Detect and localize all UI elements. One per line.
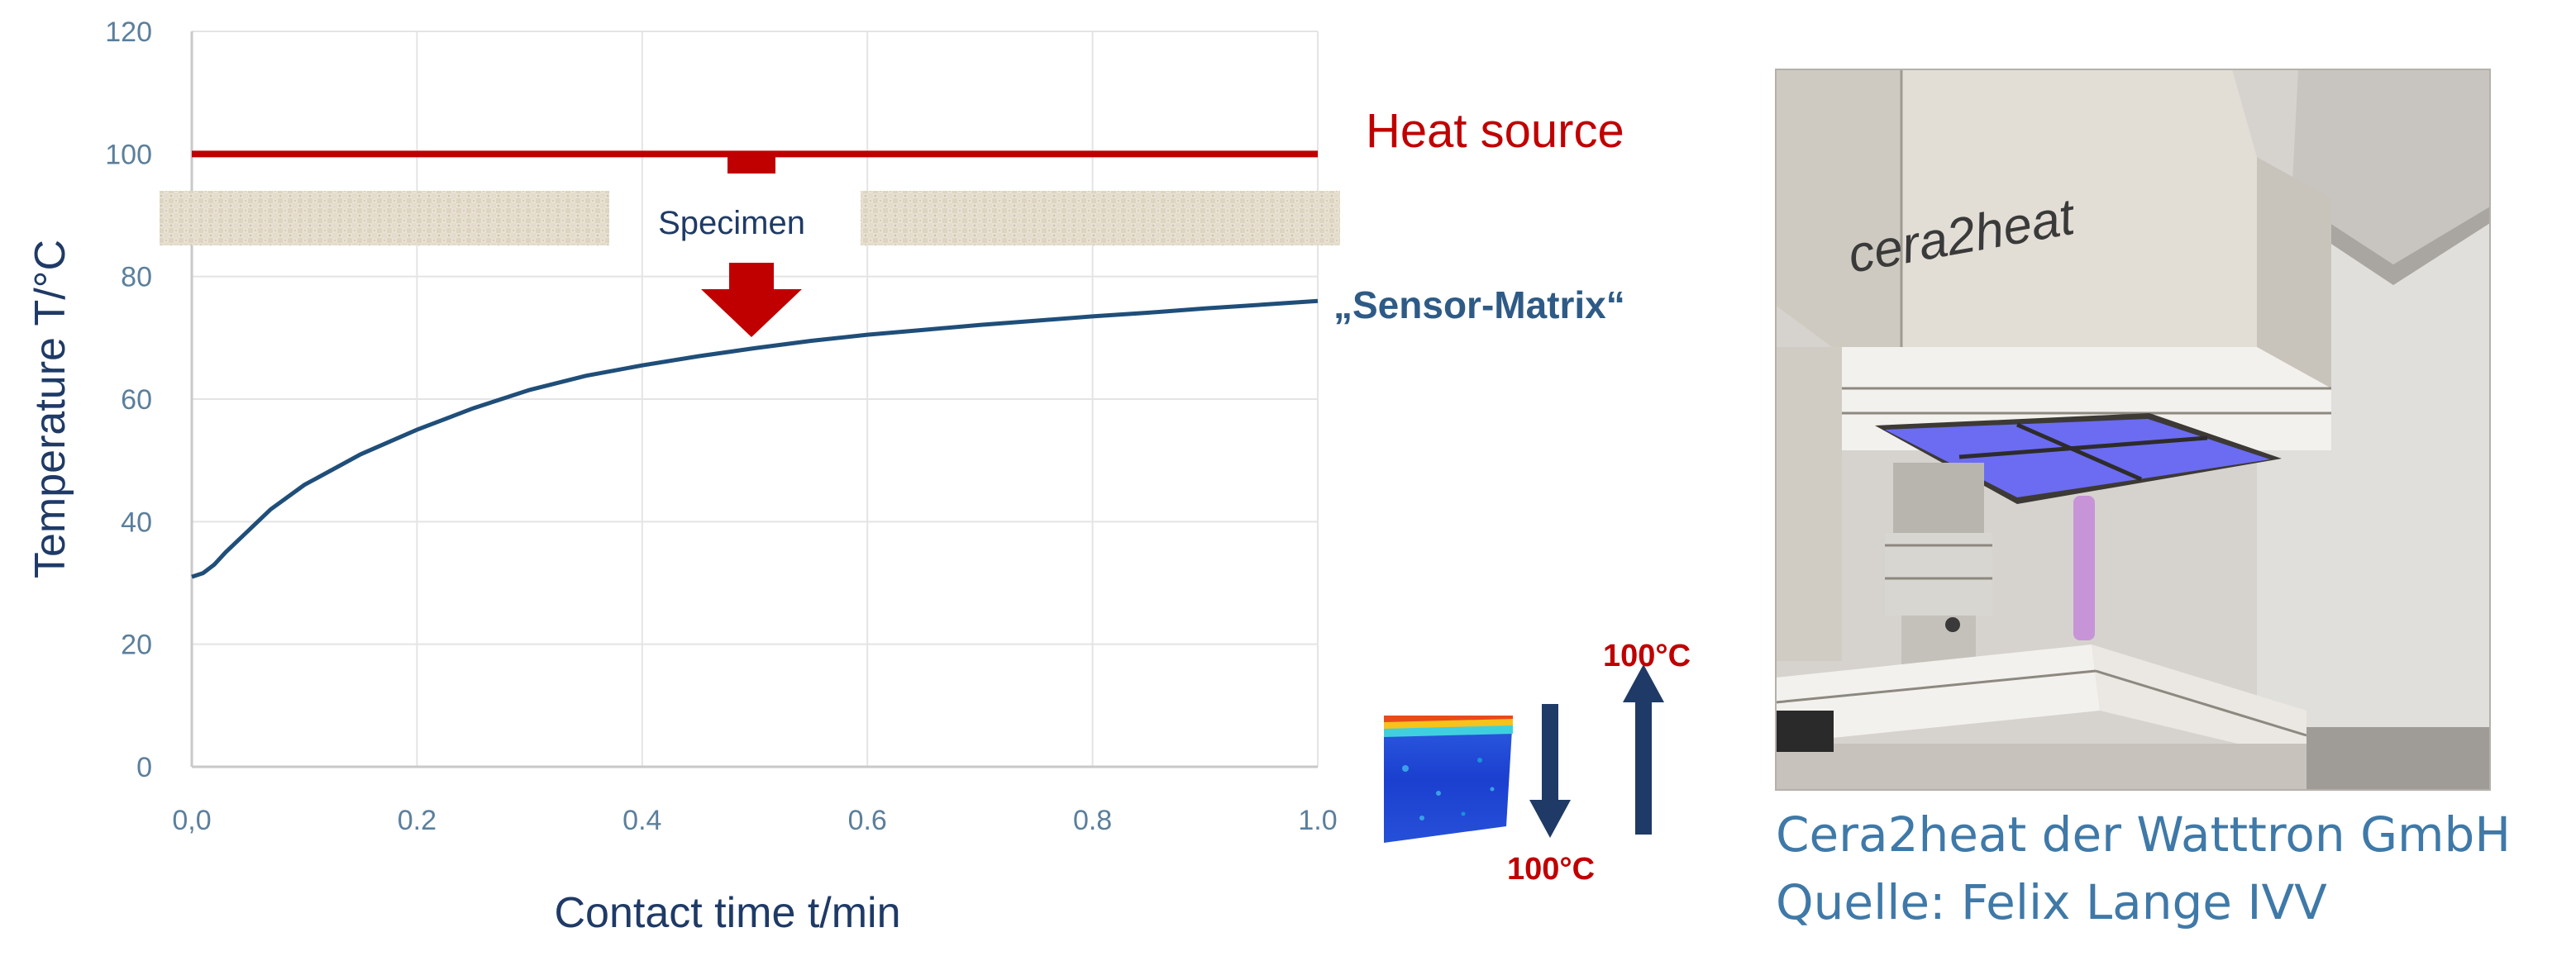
heat-source-label: Heat source [1366,104,1624,158]
x-tick-label: 0,0 [172,805,211,836]
thermal-inset: 100°C 100°C [1384,639,1691,887]
up-arrow-icon [1623,664,1664,835]
down-arrow-icon [1529,704,1571,838]
y-tick-label: 120 [105,17,152,48]
y-tick-label: 60 [121,384,152,416]
specimen-label: Specimen [658,205,805,241]
sensor-matrix-label: „Sensor-Matrix“ [1333,283,1625,326]
temperature-chart: 0 20 40 60 80 100 120 0,0 0.2 0.4 0.6 0.8 1.0 Heat … [26,17,1625,937]
y-tick-label: 40 [121,507,152,538]
x-tick-label: 0.8 [1073,805,1112,836]
heat-flow-arrow-stem [727,157,775,174]
y-tick-label: 80 [121,262,152,293]
thermal-heatmap-image [1384,716,1513,843]
y-tick-label: 20 [121,630,152,661]
x-axis-title: Contact time t/min [554,889,900,937]
photo-caption-line-1: Cera2heat der Watttron GmbH [1776,806,2511,863]
x-tick-label: 0.6 [848,805,887,836]
y-axis-title: Temperature T/°C [26,240,74,578]
photo-caption-line-2: Quelle: Felix Lange IVV [1776,874,2327,930]
specimen-band-left [160,191,609,245]
cera2heat-device-image: cera2heat [1775,69,2491,791]
specimen-band-right [861,191,1340,245]
y-tick-labels: 0 20 40 60 80 100 120 [105,17,152,783]
y-tick-label: 0 [136,752,152,783]
x-tick-label: 0.2 [398,805,436,836]
sensor-matrix-curve [191,298,1319,579]
down-temperature-label: 100°C [1507,852,1595,887]
up-temperature-label: 100°C [1603,639,1691,673]
heat-flow-arrow [701,263,802,337]
chart-grid [192,31,1319,767]
x-tick-labels: 0,0 0.2 0.4 0.6 0.8 1.0 [172,805,1337,836]
y-tick-label: 100 [105,139,152,170]
x-tick-label: 0.4 [623,805,661,836]
x-tick-label: 1.0 [1298,805,1337,836]
